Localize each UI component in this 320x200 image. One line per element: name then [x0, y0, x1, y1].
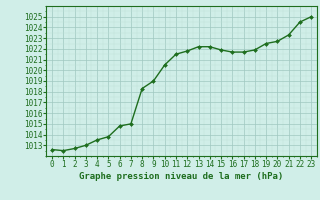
X-axis label: Graphe pression niveau de la mer (hPa): Graphe pression niveau de la mer (hPa)	[79, 172, 284, 181]
